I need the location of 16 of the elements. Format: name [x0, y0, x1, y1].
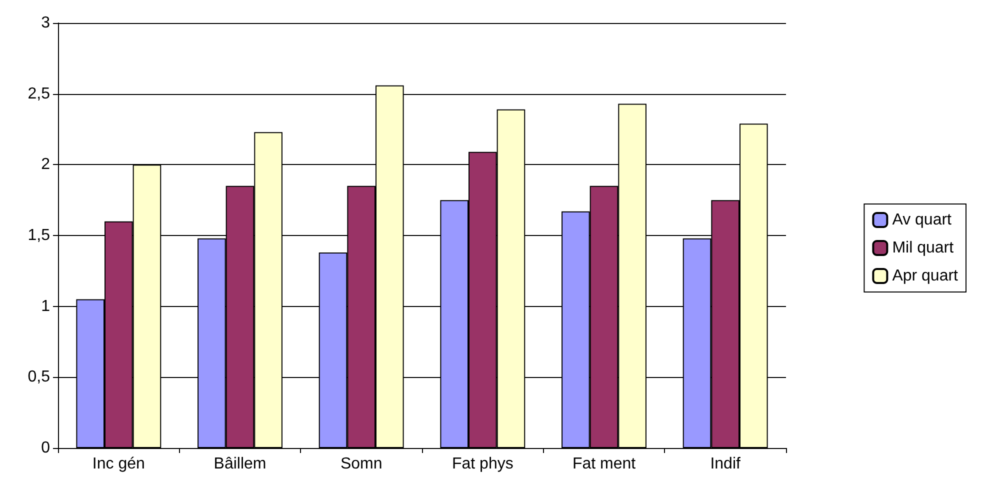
- legend-label: Mil quart: [892, 240, 954, 256]
- x-tick-label: Fat phys: [452, 456, 514, 472]
- y-tick-label: 1,5: [28, 227, 50, 244]
- x-tick-label: Somn: [340, 456, 382, 472]
- x-tick-label: Fat ment: [572, 456, 636, 472]
- legend-label: Av quart: [892, 212, 952, 228]
- legend-label: Apr quart: [892, 268, 959, 284]
- y-tick-label: 0,5: [28, 368, 50, 386]
- y-tick-label: 2,5: [28, 85, 50, 102]
- x-tick-label: Indif: [710, 456, 742, 472]
- y-tick-label: 1: [41, 298, 50, 315]
- y-tick-label: 3: [41, 14, 50, 32]
- x-tick-label: Bâillem: [214, 456, 266, 472]
- y-tick-label: 2: [41, 156, 50, 174]
- y-tick-label: 0: [41, 440, 50, 456]
- x-tick-label: Inc gén: [92, 456, 145, 472]
